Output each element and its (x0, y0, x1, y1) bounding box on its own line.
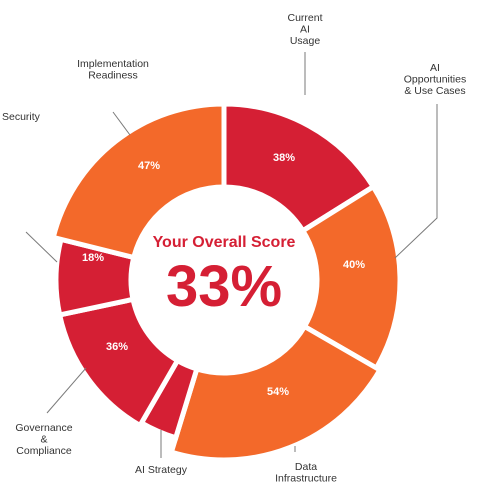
segment-value-label: 36% (106, 341, 128, 353)
leader-line (25, 231, 58, 263)
leader-line (46, 367, 87, 414)
category-label: AI Opportunities & Use Cases (404, 62, 466, 97)
segment-value-label: 18% (82, 252, 104, 264)
center-score: 33% (166, 254, 282, 319)
leader-line (394, 104, 438, 259)
segment-data-infrastructure (168, 323, 384, 463)
segment-implementation-readiness (50, 101, 227, 261)
segment-value-label: 47% (138, 160, 160, 172)
category-label: Data Infrastructure (275, 461, 337, 485)
category-label: AI Strategy (135, 464, 188, 476)
segments-layer (50, 101, 403, 463)
center-title: Your Overall Score (153, 234, 296, 251)
segment-value-label: 54% (267, 386, 289, 398)
leader-lines-layer (25, 52, 438, 458)
segment-value-label: 38% (273, 152, 295, 164)
segment-ai-opportunities-use-cases (299, 183, 403, 372)
segment-current-ai-usage (221, 101, 377, 235)
leader-line (112, 111, 131, 136)
labels-layer: 38% Current AI Usage 40% AI Opportunities & Use… (2, 12, 466, 485)
category-label: Security (2, 111, 41, 123)
category-label: Governance & Compliance (15, 422, 72, 457)
category-label: Current AI Usage (287, 12, 322, 47)
segment-value-label: 40% (343, 259, 365, 271)
category-label: Implementation Readiness (77, 58, 149, 82)
